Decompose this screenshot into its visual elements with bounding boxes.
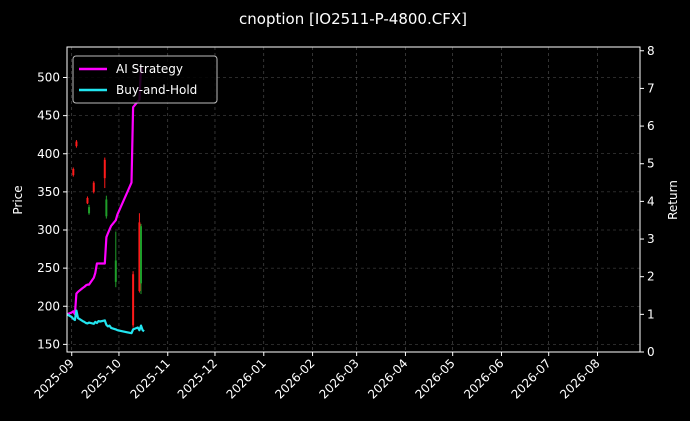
candle-body (139, 226, 142, 284)
candle-body (132, 274, 135, 326)
chart-title: cnoption [IO2511-P-4800.CFX] (239, 10, 467, 28)
series-lines (66, 66, 145, 335)
candle-body (92, 182, 95, 192)
left-tick-label: 350 (37, 185, 60, 199)
legend-box (72, 55, 218, 104)
left-axis: 150 200 250 300 350 400 450 500 (37, 71, 67, 351)
right-tick-label: 3 (647, 232, 655, 246)
legend-label-ai-strategy: AI Strategy (116, 62, 183, 76)
left-tick-label: 200 (37, 299, 60, 313)
right-tick-label: 7 (647, 81, 655, 95)
legend: AI Strategy Buy-and-Hold (72, 55, 218, 104)
candle-body (86, 197, 89, 204)
candle-body (114, 260, 117, 282)
left-tick-label: 250 (37, 261, 60, 275)
buy-and-hold-line (66, 309, 145, 335)
candlesticks (72, 140, 142, 328)
left-axis-label: Price (11, 185, 25, 214)
candle-body (138, 222, 141, 291)
candle-body (88, 207, 91, 214)
right-axis: 0 1 2 3 4 5 6 7 8 (640, 44, 655, 359)
right-tick-label: 6 (647, 119, 655, 133)
right-tick-label: 1 (647, 307, 655, 321)
candle-body (72, 169, 75, 176)
legend-label-buy-and-hold: Buy-and-Hold (116, 83, 197, 97)
candle-body (75, 141, 78, 147)
candle-body (105, 199, 108, 217)
left-tick-label: 400 (37, 147, 60, 161)
candle-body (103, 159, 106, 179)
right-tick-label: 0 (647, 345, 655, 359)
left-tick-label: 500 (37, 71, 60, 85)
left-tick-label: 450 (37, 109, 60, 123)
plot-frame (66, 46, 641, 353)
left-tick-label: 150 (37, 337, 60, 351)
right-axis-label: Return (666, 180, 680, 220)
right-tick-label: 2 (647, 270, 655, 284)
ai-strategy-line (66, 66, 144, 316)
right-tick-label: 4 (647, 194, 655, 208)
right-tick-label: 5 (647, 157, 655, 171)
left-tick-label: 300 (37, 223, 60, 237)
right-tick-label: 8 (647, 44, 655, 58)
